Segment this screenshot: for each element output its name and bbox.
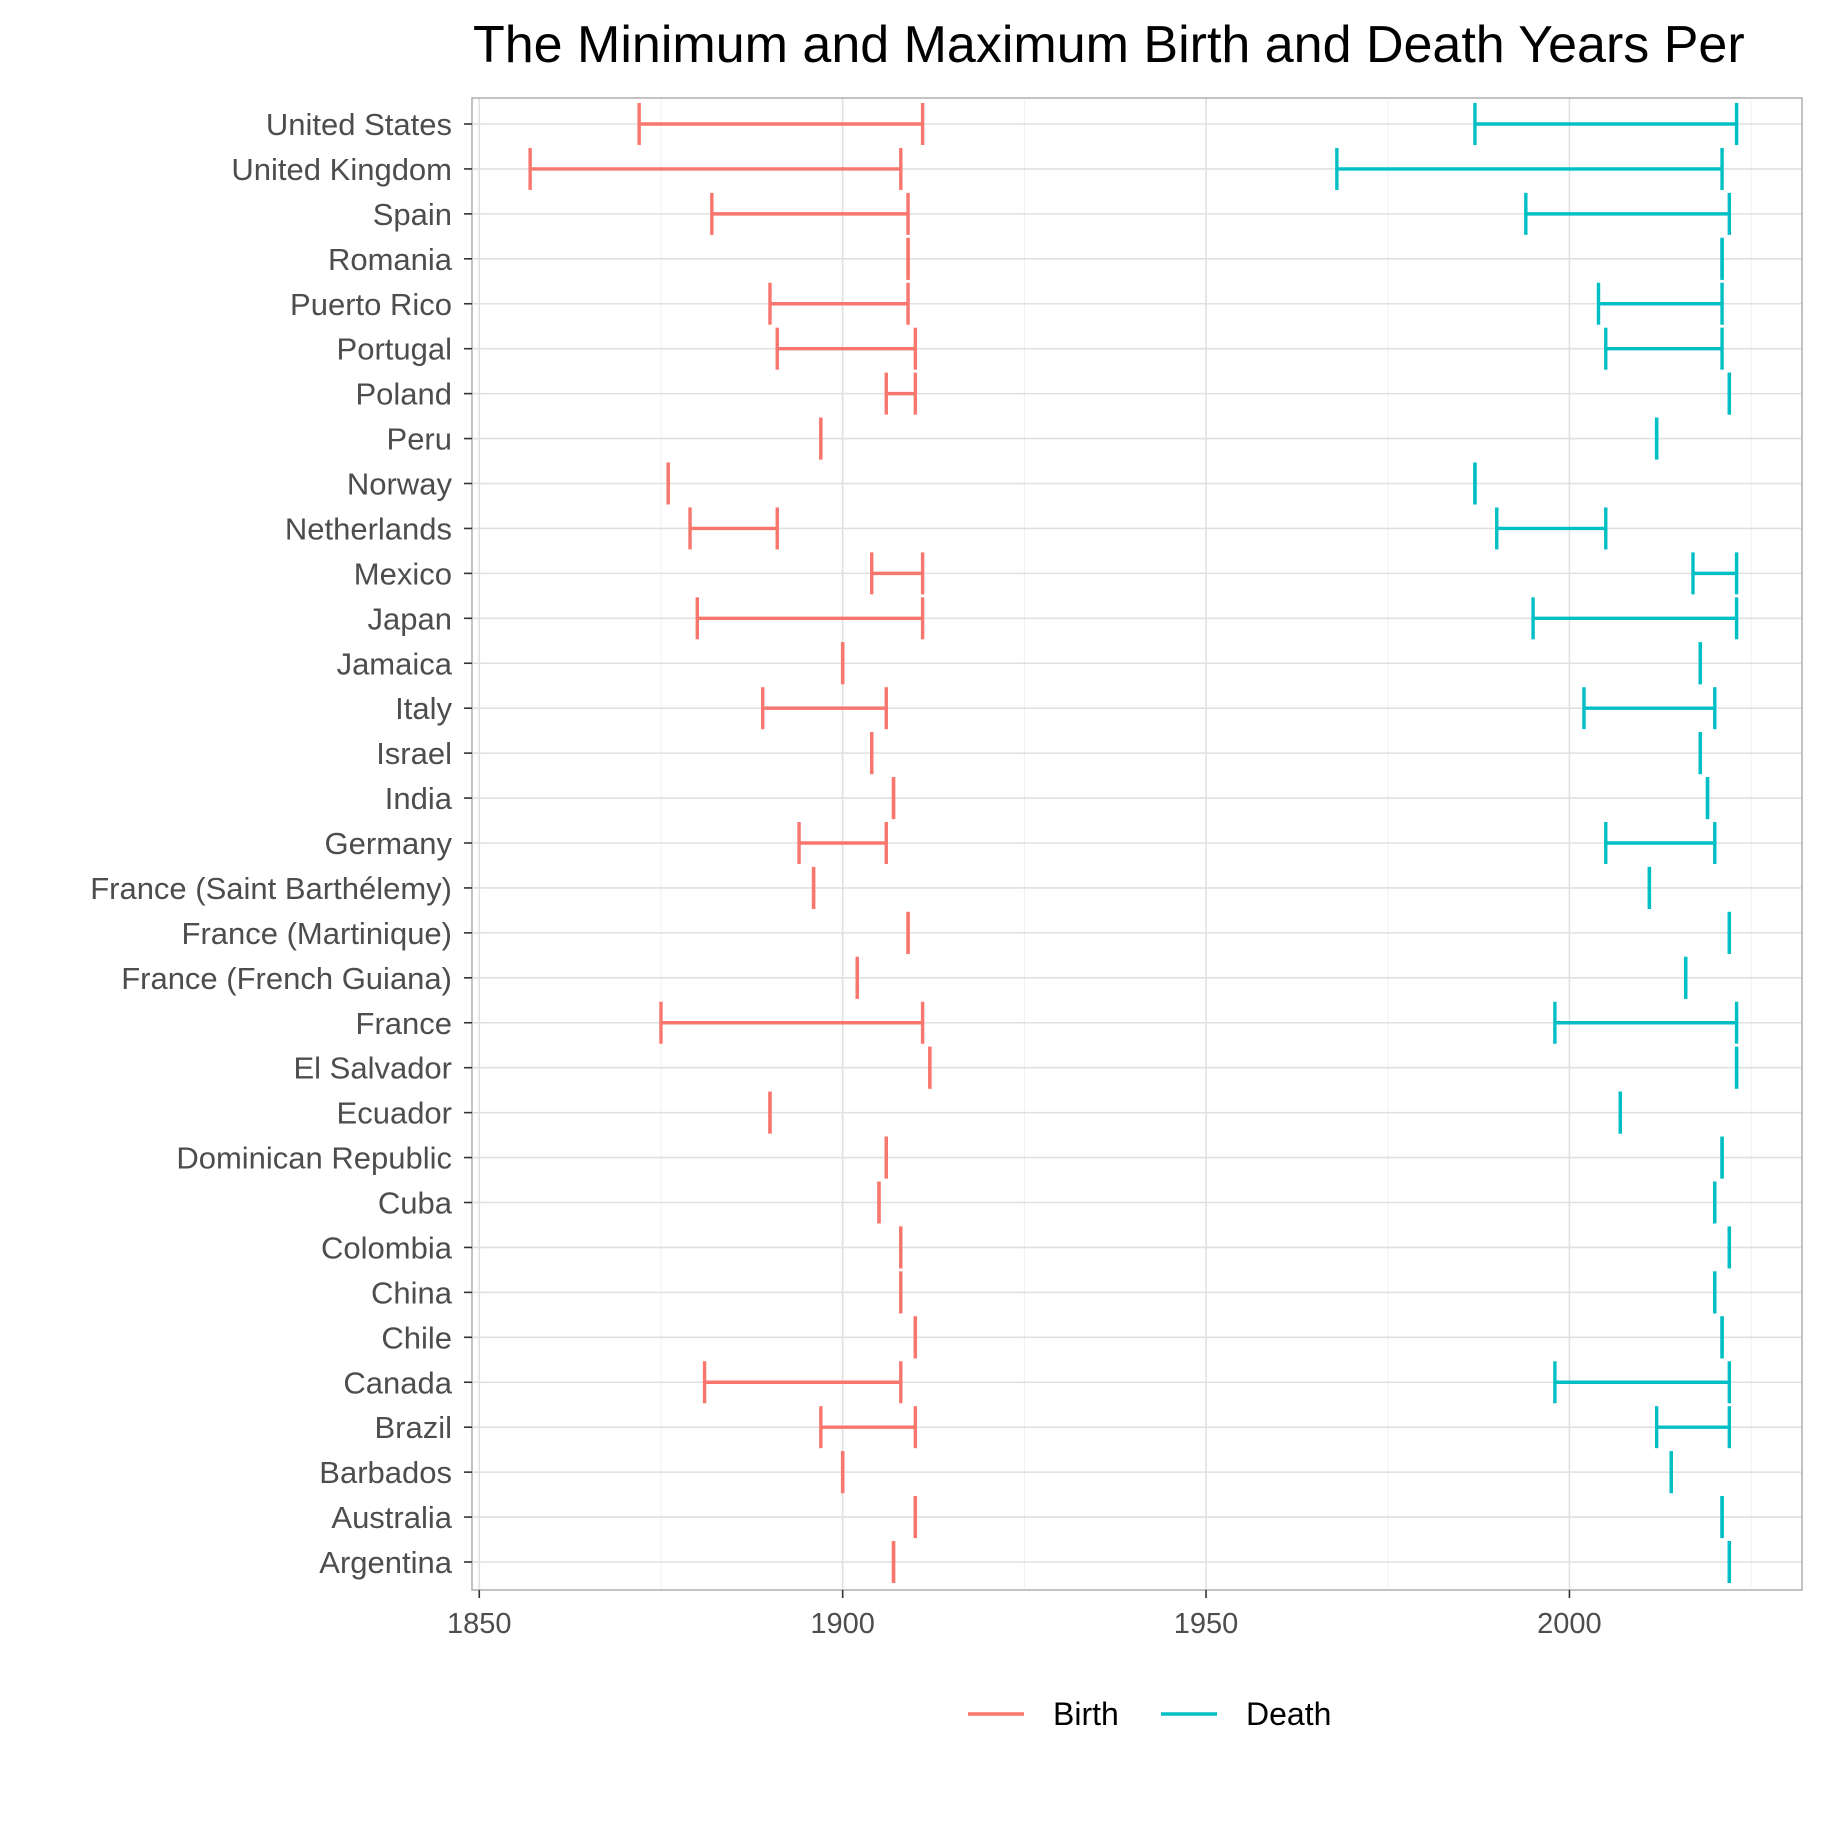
y-tick-label: Norway xyxy=(347,467,453,502)
birth-range xyxy=(710,192,910,235)
y-tick-label: Argentina xyxy=(319,1545,452,1580)
death-range xyxy=(1654,1406,1732,1449)
y-tick-label: China xyxy=(371,1275,453,1310)
birth-range xyxy=(775,327,918,370)
y-tick-label: France xyxy=(356,1006,452,1041)
y-tick-label: France (Martinique) xyxy=(182,916,452,951)
legend-label: Death xyxy=(1246,1696,1331,1732)
birth-range xyxy=(819,1406,918,1449)
y-tick-label: Netherlands xyxy=(285,511,452,546)
y-tick-label: Puerto Rico xyxy=(290,287,452,322)
x-tick-label: 1900 xyxy=(810,1608,875,1640)
y-tick-label: Brazil xyxy=(374,1410,452,1445)
y-tick-label: Japan xyxy=(368,601,452,636)
legend: Birth Death xyxy=(968,1696,1331,1732)
death-range xyxy=(1691,552,1739,595)
death-range xyxy=(1495,507,1608,550)
birth-range xyxy=(870,552,925,595)
y-tick-label: Ecuador xyxy=(337,1096,452,1131)
y-tick-label: United Kingdom xyxy=(231,152,452,187)
legend-item-death: Death xyxy=(1161,1696,1331,1732)
y-tick-label: Australia xyxy=(331,1500,452,1535)
y-tick-label: Portugal xyxy=(337,332,452,367)
y-tick-label: El Salvador xyxy=(293,1051,452,1086)
birth-range xyxy=(637,103,925,145)
y-tick-label: Dominican Republic xyxy=(176,1141,452,1176)
y-tick-label: India xyxy=(385,781,453,816)
death-range xyxy=(1335,147,1724,190)
y-tick-label: Peru xyxy=(387,422,452,457)
y-tick-label: France (French Guiana) xyxy=(121,961,452,996)
y-axis: United States United Kingdom Spain Romania P… xyxy=(90,107,472,1580)
x-tick-label: 2000 xyxy=(1537,1608,1602,1640)
grid-lines xyxy=(472,98,1802,1590)
death-range xyxy=(1473,103,1739,145)
birth-range xyxy=(659,1001,925,1044)
legend-item-birth: Birth xyxy=(968,1696,1119,1732)
y-tick-label: Colombia xyxy=(321,1230,453,1265)
y-tick-label: Canada xyxy=(343,1365,452,1400)
x-tick-label: 1850 xyxy=(447,1608,512,1640)
y-tick-label: Jamaica xyxy=(337,646,453,681)
death-range xyxy=(1531,597,1739,640)
death-range xyxy=(1553,1001,1739,1044)
x-tick-label: 1950 xyxy=(1174,1608,1239,1640)
birth-range xyxy=(761,687,888,730)
y-tick-label: France (Saint Barthélemy) xyxy=(90,871,452,906)
y-tick-label: Cuba xyxy=(378,1186,453,1221)
death-range xyxy=(1604,822,1717,864)
birth-range xyxy=(797,822,888,864)
birth-range xyxy=(884,372,918,415)
death-range xyxy=(1582,687,1717,730)
y-tick-label: Spain xyxy=(373,197,452,232)
x-axis: 1850 1900 1950 2000 xyxy=(447,1590,1602,1640)
y-tick-label: Poland xyxy=(355,377,452,412)
y-tick-label: Mexico xyxy=(354,556,452,591)
y-tick-label: Romania xyxy=(328,242,453,277)
y-tick-label: Chile xyxy=(381,1320,452,1355)
birth-range xyxy=(528,147,903,190)
plot-panel xyxy=(471,97,1803,1591)
death-range xyxy=(1553,1361,1732,1404)
y-tick-label: Germany xyxy=(325,826,453,861)
y-tick-label: Barbados xyxy=(319,1455,452,1490)
legend-label: Birth xyxy=(1053,1696,1119,1732)
death-range xyxy=(1596,282,1724,325)
y-tick-label: United States xyxy=(266,107,452,142)
death-range xyxy=(1524,192,1732,235)
birth-range xyxy=(702,1361,903,1404)
death-range xyxy=(1604,327,1724,370)
y-tick-label: Italy xyxy=(395,691,452,726)
birth-range xyxy=(768,282,910,325)
birth-range xyxy=(688,507,779,550)
chart-title: The Minimum and Maximum Birth and Death … xyxy=(473,16,1745,74)
range-bars xyxy=(528,103,1739,1583)
y-tick-label: Israel xyxy=(376,736,452,771)
birth-range xyxy=(695,597,925,640)
